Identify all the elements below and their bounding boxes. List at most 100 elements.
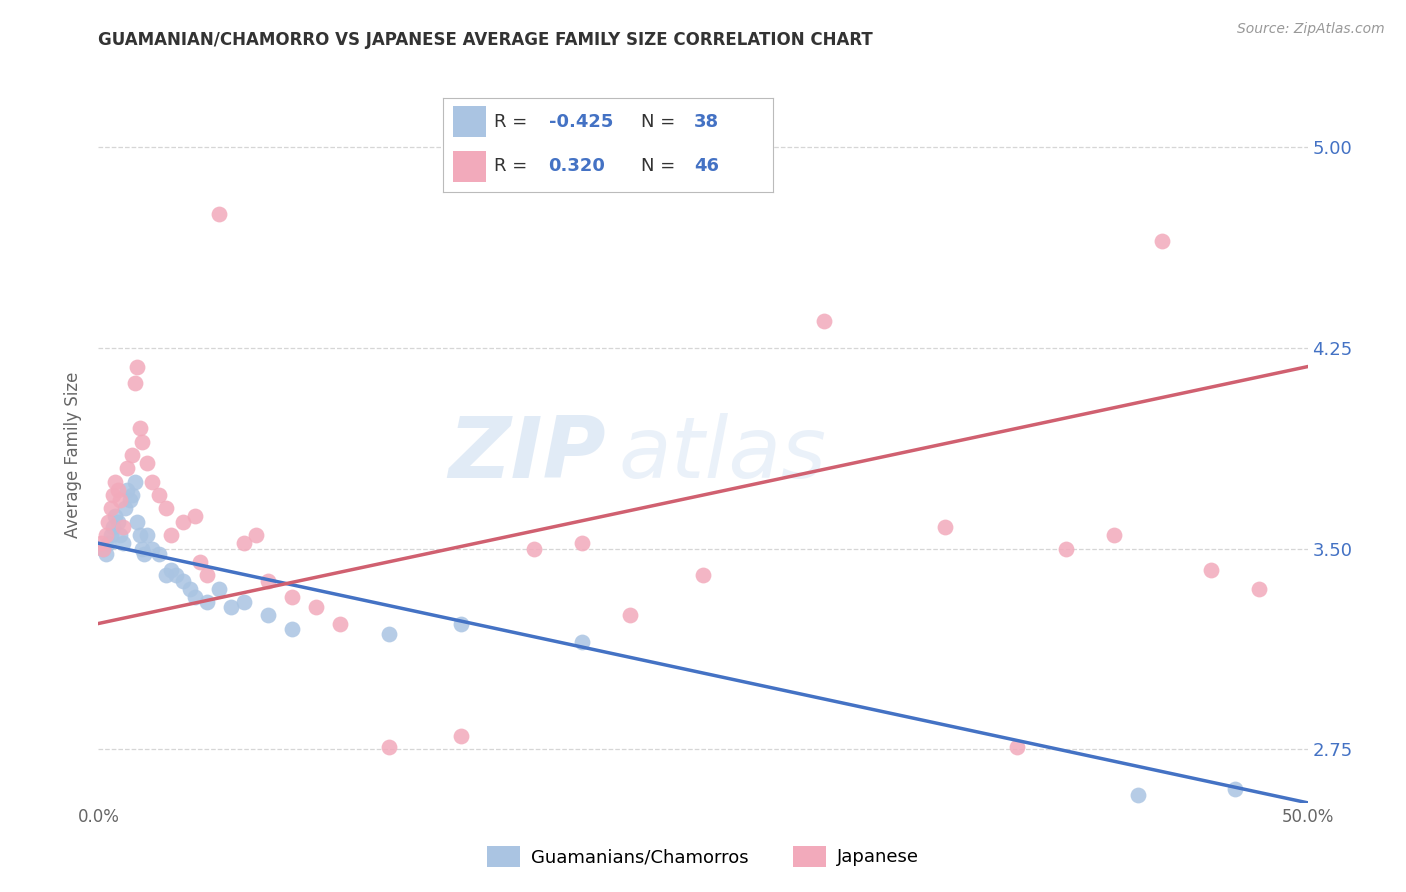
Point (131, 541, 153, 556)
Point (101, 488, 124, 502)
Point (195, 568, 218, 582)
Y-axis label: Average Family Size: Average Family Size (65, 372, 83, 538)
Point (1007, 739, 1029, 754)
Point (1152, 234, 1174, 248)
Point (571, 536, 593, 550)
Point (155, 501, 177, 516)
Point (619, 608, 641, 623)
Point (208, 582, 231, 596)
Point (114, 501, 136, 516)
Point (148, 488, 170, 502)
Point (188, 555, 211, 569)
Text: R =: R = (494, 158, 538, 176)
Point (94, 547, 117, 561)
Point (281, 590, 304, 604)
Point (91, 541, 114, 556)
Point (172, 515, 194, 529)
Point (111, 520, 134, 534)
Text: GUAMANIAN/CHAMORRO VS JAPANESE AVERAGE FAMILY SIZE CORRELATION CHART: GUAMANIAN/CHAMORRO VS JAPANESE AVERAGE F… (98, 31, 873, 49)
Point (245, 528, 267, 542)
Text: Source: ZipAtlas.com: Source: ZipAtlas.com (1237, 22, 1385, 37)
Point (232, 595, 254, 609)
Text: atlas: atlas (619, 413, 827, 497)
Point (160, 528, 183, 542)
Point (131, 434, 153, 449)
Point (571, 635, 593, 649)
Point (135, 456, 157, 470)
Text: 46: 46 (695, 158, 718, 176)
Point (450, 729, 472, 743)
Point (1223, 782, 1246, 797)
Point (1128, 788, 1150, 802)
Text: -0.425: -0.425 (548, 112, 613, 130)
Point (934, 520, 956, 534)
Point (692, 568, 714, 582)
Point (141, 541, 163, 556)
Bar (453, 151, 486, 183)
Point (1054, 541, 1077, 556)
Point (305, 600, 328, 615)
Point (108, 528, 131, 542)
Point (135, 528, 157, 542)
Text: R =: R = (494, 112, 533, 130)
Point (90, 536, 112, 550)
Point (97, 515, 120, 529)
Point (281, 622, 304, 636)
Point (148, 547, 170, 561)
Point (377, 739, 399, 754)
Text: 38: 38 (695, 112, 718, 130)
Point (104, 509, 127, 524)
Point (1102, 528, 1125, 542)
Point (128, 421, 150, 435)
Point (172, 574, 194, 588)
Point (104, 475, 127, 489)
Point (91, 541, 114, 556)
Point (127, 515, 149, 529)
Point (101, 520, 124, 534)
Point (450, 616, 472, 631)
Point (124, 376, 146, 390)
Point (121, 448, 143, 462)
Point (208, 207, 231, 221)
Point (100, 501, 122, 516)
Text: N =: N = (641, 158, 681, 176)
Text: ZIP: ZIP (449, 413, 606, 497)
Point (813, 314, 835, 328)
Point (111, 536, 134, 550)
Point (184, 590, 207, 604)
Text: 0.320: 0.320 (548, 158, 606, 176)
Point (377, 627, 399, 641)
Point (232, 536, 254, 550)
Point (117, 461, 139, 475)
Point (256, 608, 278, 623)
Point (160, 563, 183, 577)
Point (118, 493, 141, 508)
Text: N =: N = (641, 112, 681, 130)
Point (179, 582, 201, 596)
Bar (453, 105, 486, 137)
Point (107, 483, 129, 497)
Point (195, 595, 218, 609)
Point (97, 536, 120, 550)
Point (155, 568, 177, 582)
Point (523, 541, 546, 556)
Point (134, 547, 156, 561)
Point (117, 483, 139, 497)
Point (128, 528, 150, 542)
Point (184, 509, 207, 524)
Point (221, 600, 243, 615)
Point (121, 488, 143, 502)
Point (124, 475, 146, 489)
Point (107, 515, 129, 529)
Point (94, 528, 117, 542)
Point (100, 528, 122, 542)
Point (329, 616, 352, 631)
Point (141, 475, 163, 489)
Point (108, 493, 131, 508)
Point (165, 568, 187, 582)
Point (1199, 563, 1222, 577)
Point (1249, 582, 1271, 596)
Point (256, 574, 278, 588)
Legend: Guamanians/Chamorros, Japanese: Guamanians/Chamorros, Japanese (479, 838, 927, 874)
Point (127, 359, 149, 374)
